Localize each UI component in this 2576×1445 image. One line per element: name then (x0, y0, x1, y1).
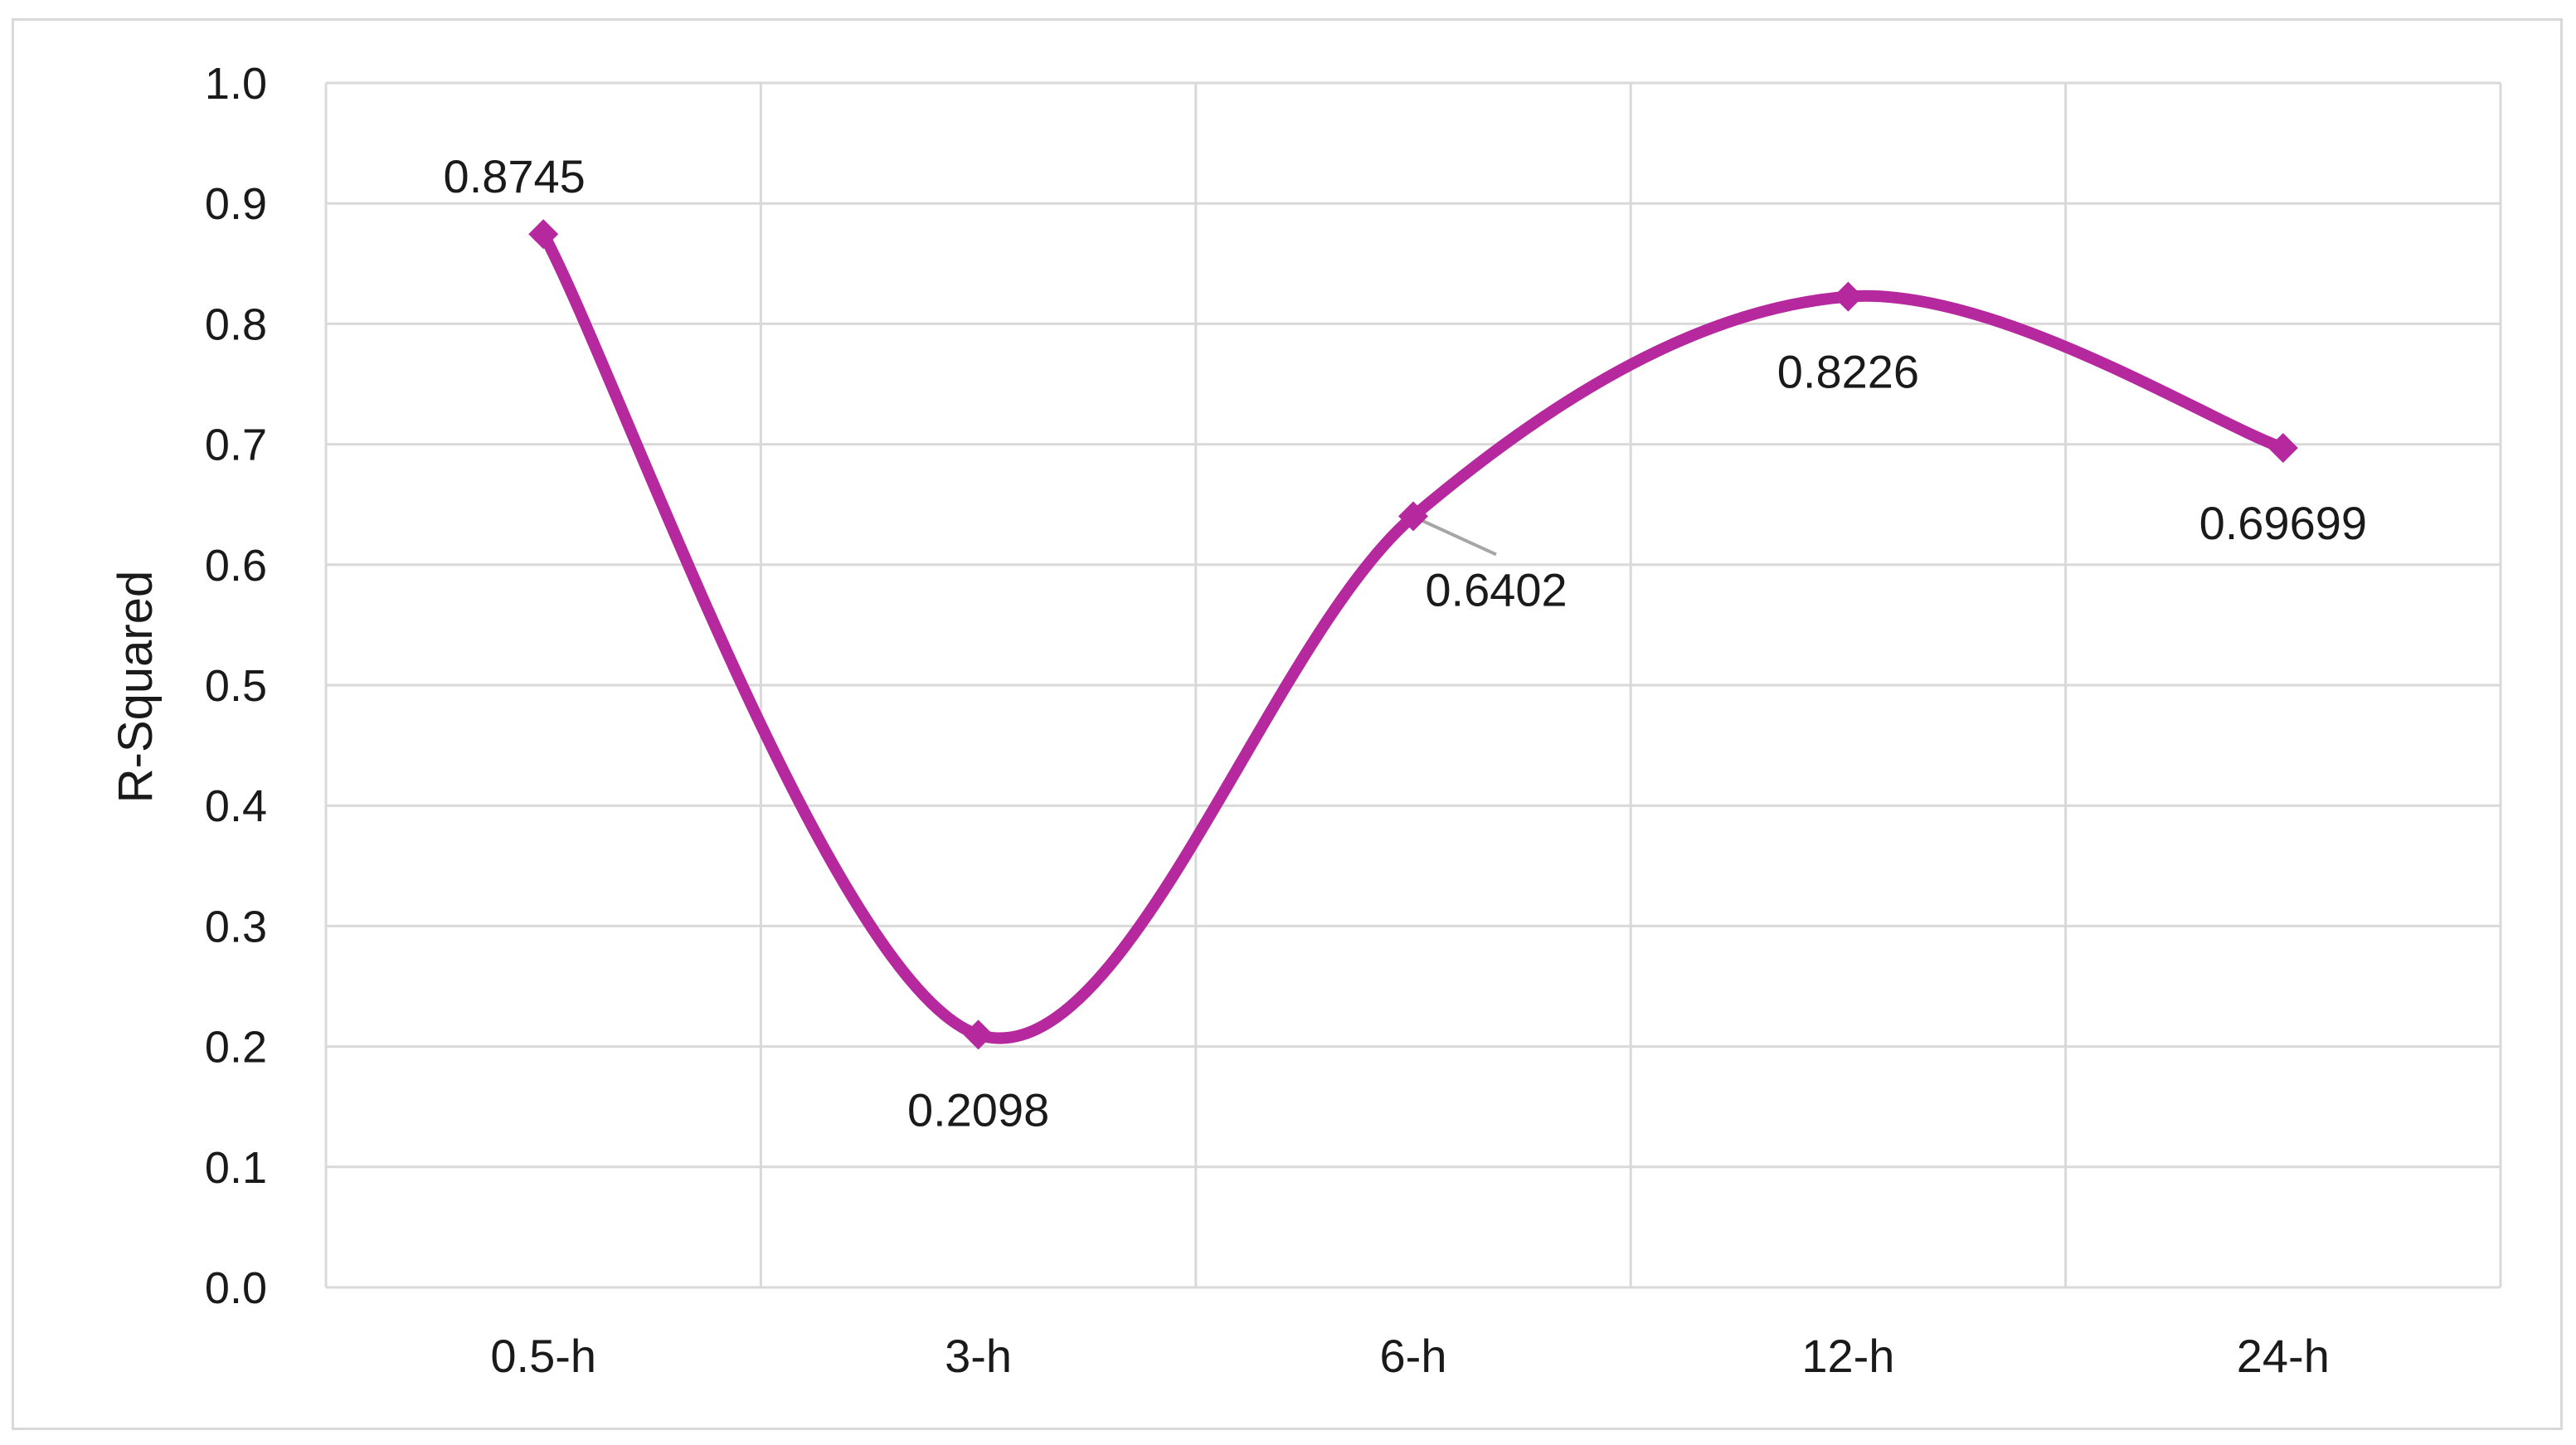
chart-frame (12, 18, 2563, 1430)
y-tick-label: 0.2 (205, 1023, 267, 1073)
leader-lines (1419, 518, 1497, 557)
y-tick-label: 0.7 (205, 421, 267, 470)
x-tick-label: 6-h (1380, 1330, 1447, 1382)
data-label: 0.8226 (1777, 346, 1919, 398)
data-point-marker (2267, 432, 2298, 463)
data-point-marker (963, 1019, 994, 1050)
x-tick-label: 24-h (2237, 1330, 2330, 1382)
x-tick-label: 3-h (945, 1330, 1012, 1382)
y-tick-label: 0.4 (205, 781, 267, 831)
y-tick-label: 1.0 (205, 59, 267, 109)
y-tick-label: 0.8 (205, 299, 267, 349)
y-tick-label: 0.1 (205, 1143, 267, 1193)
x-tick-label: 12-h (1801, 1330, 1894, 1382)
data-label: 0.8745 (444, 150, 586, 202)
series-line (537, 228, 2289, 1044)
data-point-marker (1398, 501, 1428, 532)
x-tick-labels: 0.5-h 3-h 6-h 12-h 24-h (490, 1330, 2329, 1382)
data-label: 0.69699 (2199, 497, 2367, 549)
y-tick-label: 0.0 (205, 1263, 267, 1313)
data-label: 0.6402 (1425, 563, 1567, 615)
series-layer (537, 228, 2289, 1044)
x-tick-label: 0.5-h (490, 1330, 596, 1382)
y-tick-label: 0.3 (205, 902, 267, 951)
data-point-marker (1833, 281, 1864, 312)
gridlines (324, 81, 2502, 1289)
data-label-leader-line (1419, 518, 1497, 557)
data-labels: 0.8745 0.2098 0.6402 0.8226 0.69699 (444, 150, 2367, 1136)
data-point-marker (528, 219, 559, 250)
y-axis-title: R-Squared (109, 571, 163, 803)
data-label: 0.2098 (907, 1083, 1049, 1136)
y-tick-label: 0.6 (205, 541, 267, 591)
series-markers (528, 219, 2298, 1050)
y-tick-label: 0.9 (205, 179, 267, 229)
y-tick-labels: 0.0 0.1 0.2 0.3 0.4 0.5 0.6 0.7 0.8 0.9 1.0 (205, 59, 267, 1313)
y-tick-label: 0.5 (205, 661, 267, 711)
